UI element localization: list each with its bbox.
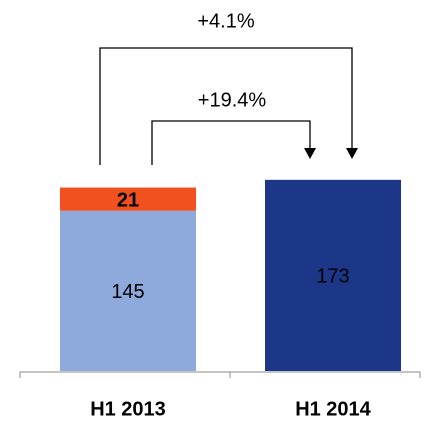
arrowhead xyxy=(346,148,358,159)
annotation: +4.1% xyxy=(197,10,254,32)
x-tick-label: H1 2014 xyxy=(295,398,371,420)
data-label: 173 xyxy=(316,266,349,288)
bar-segment xyxy=(60,187,196,211)
bar-segment xyxy=(265,179,401,371)
x-tick-label: H1 2013 xyxy=(90,398,166,420)
connector xyxy=(99,47,353,165)
data-label: 145 xyxy=(111,281,144,303)
connector xyxy=(151,120,311,165)
arrowhead xyxy=(304,148,316,159)
data-label: 21 xyxy=(117,189,139,211)
annotation: +19.4% xyxy=(198,89,267,111)
bar-segment xyxy=(60,210,196,371)
baseline xyxy=(19,371,421,378)
